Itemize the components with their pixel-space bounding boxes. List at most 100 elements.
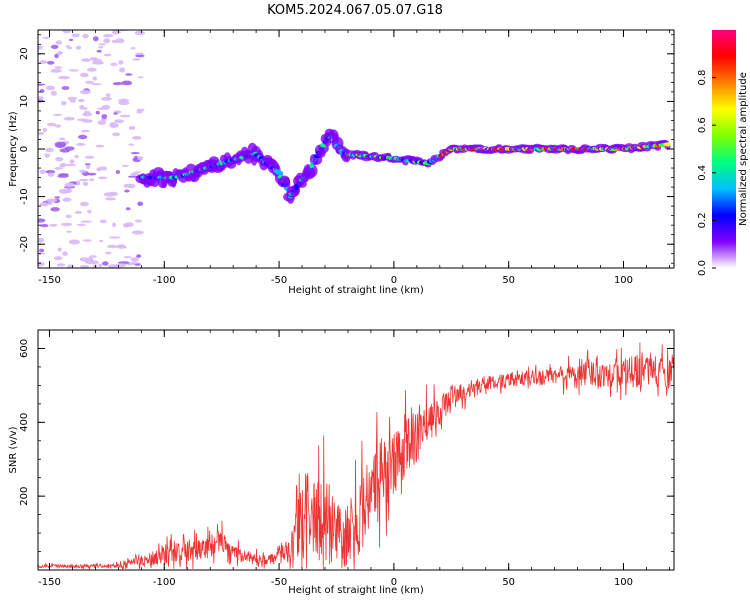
heatmap-speckle	[47, 60, 55, 65]
heatmap-speckle	[127, 183, 136, 189]
y-tick-label: 600	[19, 339, 30, 358]
heatmap-speckle	[99, 219, 107, 224]
colorbar-label: Normalized spectral amplitude	[738, 72, 749, 226]
heatmap-speckle	[71, 33, 80, 38]
heatmap-speckle	[103, 38, 111, 44]
heatmap-speckle	[125, 73, 133, 76]
heatmap-speckle	[54, 167, 63, 170]
heatmap-speckle	[38, 96, 44, 101]
heatmap-speckle	[50, 69, 62, 73]
snr-ticks: -150 -100 -50 0 50 100 200 400 600	[19, 329, 674, 588]
heatmap-speckle	[56, 263, 66, 267]
heatmap-cell	[664, 142, 671, 147]
heatmap-speckle	[81, 58, 91, 62]
heatmap-speckle	[38, 261, 45, 267]
y-tick-label: 10	[19, 95, 30, 108]
heatmap-speckle	[75, 45, 82, 50]
heatmap-cell	[283, 177, 291, 191]
heatmap-speckle	[69, 69, 79, 72]
heatmap-speckle	[77, 134, 88, 140]
heatmap-speckle	[105, 93, 111, 98]
heatmap-speckle	[74, 155, 79, 159]
heatmap-speckle	[79, 169, 87, 173]
heatmap-speckle	[123, 256, 132, 259]
heatmap-speckle	[78, 178, 89, 182]
heatmap-speckle	[45, 170, 56, 174]
heatmap-speckle	[44, 153, 50, 158]
heatmap-speckle	[108, 236, 121, 239]
heatmap-speckle	[106, 244, 118, 249]
heatmap-speckle	[54, 66, 63, 70]
heatmap-speckle	[117, 246, 128, 249]
heatmap-speckle	[80, 220, 93, 223]
heatmap-speckle	[137, 156, 144, 161]
heatmap-speckle	[118, 60, 124, 65]
heatmap-speckle	[82, 107, 88, 110]
heatmap-speckle	[128, 143, 134, 146]
heatmap-speckle	[76, 142, 86, 146]
snr-frame	[37, 329, 675, 571]
heatmap-speckle	[97, 176, 108, 180]
heatmap-speckle	[50, 44, 59, 50]
heatmap-speckle	[105, 197, 116, 201]
heatmap-speckle	[103, 34, 114, 38]
heatmap-speckle	[62, 197, 72, 202]
x-tick-label: 0	[391, 577, 397, 588]
snr-ylabel: SNR (v/v)	[8, 426, 19, 473]
heatmap-speckle	[130, 257, 139, 262]
heatmap-speckle	[42, 36, 51, 40]
heatmap-speckle	[97, 120, 107, 125]
heatmap-speckle	[128, 125, 136, 130]
colorbar-tick-label: 0.0	[697, 260, 708, 276]
heatmap-speckle	[96, 49, 102, 53]
heatmap-speckle	[134, 30, 145, 36]
x-tick-label: -50	[271, 577, 287, 588]
heatmap-speckle	[134, 219, 143, 223]
colorbar-tick-label: 0.6	[697, 117, 708, 133]
heatmap-speckle	[136, 254, 142, 258]
heatmap-speckle	[137, 201, 144, 207]
heatmap-speckle	[57, 174, 69, 178]
heatmap-speckle	[103, 192, 115, 197]
heatmap-speckle	[54, 196, 60, 199]
heatmap-speckle	[130, 262, 140, 265]
heatmap-speckle	[39, 248, 45, 253]
figure-title: KOM5.2024.067.05.07.G18	[267, 3, 443, 18]
heatmap-cell	[305, 164, 318, 178]
heatmap-speckle	[78, 98, 85, 103]
heatmap-speckle	[84, 259, 95, 265]
heatmap-speckle	[60, 222, 72, 227]
heatmap-speckle	[79, 89, 91, 95]
y-tick-label: 0	[19, 146, 30, 152]
colorbar-ticks: 0.0 0.2 0.4 0.6 0.8	[697, 70, 716, 276]
heatmap-speckle	[125, 207, 131, 211]
heatmap-speckle	[54, 256, 63, 261]
heatmap-speckle	[130, 172, 139, 176]
heatmap-speckle	[115, 263, 127, 268]
heatmap-speckle	[89, 255, 97, 258]
heatmap-speckle	[39, 169, 46, 174]
heatmap-speckle	[112, 82, 123, 86]
heatmap-speckle	[58, 188, 70, 194]
heatmap-speckle	[102, 261, 109, 266]
heatmap-speckle	[84, 155, 95, 159]
heatmap-speckle	[48, 172, 55, 177]
heatmap-speckle	[136, 110, 143, 114]
heatmap-speckle	[38, 131, 44, 136]
heatmap-speckle	[68, 239, 80, 245]
heatmap-speckle	[57, 247, 62, 252]
heatmap-speckle	[59, 148, 71, 153]
heatmap-speckle	[114, 119, 124, 124]
spectrogram-ylabel: Frequency (Hz)	[8, 111, 19, 187]
colorbar-tick-label: 0.8	[697, 70, 708, 86]
x-tick-label: -150	[38, 275, 61, 286]
heatmap-speckle	[87, 209, 92, 214]
heatmap-speckle	[38, 238, 45, 243]
y-tick-label: 200	[19, 487, 30, 506]
heatmap-speckle	[74, 210, 83, 214]
heatmap-speckle	[58, 75, 70, 80]
heatmap-speckle	[103, 53, 112, 57]
colorbar: 0.0 0.2 0.4 0.6 0.8 Normalized spectral ampl…	[697, 30, 749, 276]
heatmap-speckle	[119, 67, 126, 73]
